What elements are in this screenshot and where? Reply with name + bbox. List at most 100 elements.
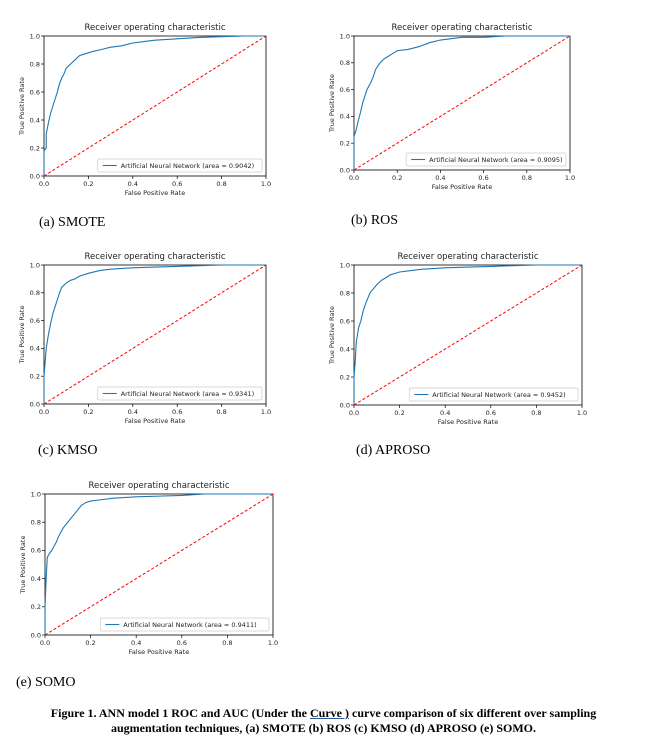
roc-panel-e: Receiver operating characteristic 0.0 0.2 0… — [16, 472, 282, 662]
y-axis-label: True Positive Rate — [19, 536, 27, 595]
x-axis-label: False Positive Rate — [432, 183, 492, 191]
chart-title: Receiver operating characteristic — [84, 252, 225, 262]
y-tick-label: 0.6 — [340, 86, 350, 94]
y-tick-label: 0.6 — [340, 317, 350, 325]
y-tick-label: 0.4 — [31, 575, 41, 583]
chart-title: Receiver operating characteristic — [391, 23, 532, 33]
caption-e: (e) SOMO — [16, 675, 76, 690]
caption-c: (c) KMSO — [38, 443, 98, 458]
x-tick-label: 0.0 — [39, 180, 49, 188]
y-tick-label: 1.0 — [30, 32, 40, 40]
chart-title: Receiver operating characteristic — [88, 481, 229, 491]
caption-a: (a) SMOTE — [39, 215, 106, 230]
plot-frame — [44, 493, 274, 636]
y-tick-label: 0.8 — [340, 289, 350, 297]
plot-frame — [43, 264, 267, 405]
y-tick-label: 0.2 — [30, 373, 40, 381]
x-tick-label: 0.8 — [531, 409, 541, 417]
x-tick-label: 0.8 — [216, 180, 226, 188]
x-tick-label: 0.4 — [440, 409, 450, 417]
chart-title: Receiver operating characteristic — [84, 23, 225, 33]
y-tick-label: 0.8 — [30, 60, 40, 68]
roc-panel-c: Receiver operating characteristic 0.0 0.2 0… — [16, 243, 276, 433]
x-axis-label: False Positive Rate — [438, 418, 498, 426]
x-tick-label: 0.4 — [128, 180, 138, 188]
y-tick-label: 1.0 — [340, 32, 350, 40]
y-tick-label: 0.0 — [31, 631, 41, 639]
y-tick-label: 0.2 — [31, 603, 41, 611]
y-axis-label: True Positive Rate — [328, 306, 336, 365]
y-tick-label: 0.8 — [30, 289, 40, 297]
chance-diagonal-line — [43, 35, 267, 177]
chance-diagonal-line — [353, 264, 583, 406]
x-tick-label: 0.2 — [394, 409, 404, 417]
x-tick-label: 1.0 — [261, 408, 271, 416]
y-tick-label: 0.4 — [30, 116, 40, 124]
y-tick-label: 0.6 — [30, 88, 40, 96]
x-tick-label: 1.0 — [261, 180, 271, 188]
roc-chart-c: Receiver operating characteristic 0.0 0.2 0… — [18, 252, 271, 425]
y-tick-label: 0.6 — [30, 317, 40, 325]
chance-diagonal-line — [353, 35, 571, 171]
legend-label: Artificial Neural Network (area = 0.9411… — [123, 621, 256, 629]
figure-caption-part2: curve comparison of six different over s… — [349, 706, 597, 720]
y-tick-label: 0.0 — [30, 400, 40, 408]
x-tick-label: 0.2 — [392, 174, 402, 182]
chance-diagonal-line — [44, 493, 274, 636]
roc-chart-e: Receiver operating characteristic 0.0 0.2 0… — [19, 481, 278, 656]
y-tick-label: 0.0 — [30, 172, 40, 180]
y-tick-label: 0.4 — [340, 113, 350, 121]
roc-chart-b: Receiver operating characteristic 0.0 0.2 0… — [328, 23, 575, 191]
legend-box — [99, 617, 270, 632]
chance-diagonal-line — [43, 264, 267, 405]
y-tick-label: 0.0 — [340, 166, 350, 174]
y-tick-label: 0.4 — [30, 345, 40, 353]
roc-chart-a: Receiver operating characteristic 0.0 0.2 0… — [18, 23, 271, 197]
x-tick-label: 1.0 — [268, 639, 278, 647]
legend-label: Artificial Neural Network (area = 0.9341… — [121, 390, 254, 398]
plot-frame — [353, 264, 583, 406]
x-tick-label: 0.0 — [40, 639, 50, 647]
legend-box — [405, 152, 567, 167]
plot-frame — [43, 35, 267, 177]
roc-chart-d: Receiver operating characteristic 0.0 0.2 0… — [328, 252, 587, 426]
y-tick-label: 0.2 — [340, 373, 350, 381]
x-tick-label: 0.0 — [349, 409, 359, 417]
x-tick-label: 0.4 — [128, 408, 138, 416]
x-axis-label: False Positive Rate — [125, 417, 185, 425]
x-tick-label: 0.2 — [83, 408, 93, 416]
x-tick-label: 1.0 — [565, 174, 575, 182]
y-axis-label: True Positive Rate — [18, 77, 26, 136]
caption-b: (b) ROS — [351, 213, 399, 228]
figure-caption-part1: Figure 1. ANN model 1 ROC and AUC (Under… — [50, 706, 311, 720]
x-tick-label: 0.4 — [435, 174, 445, 182]
y-tick-label: 1.0 — [31, 490, 41, 498]
y-tick-label: 1.0 — [340, 261, 350, 269]
x-axis-label: False Positive Rate — [129, 648, 189, 656]
chart-title: Receiver operating characteristic — [397, 252, 538, 262]
x-tick-label: 0.6 — [478, 174, 488, 182]
x-tick-label: 0.2 — [83, 180, 93, 188]
figure-caption-underlined: Curve ) — [310, 706, 350, 720]
x-tick-label: 0.6 — [486, 409, 496, 417]
caption-d: (d) APROSO — [356, 443, 431, 458]
roc-curve-line — [44, 493, 273, 635]
legend-box — [97, 158, 263, 173]
x-tick-label: 0.6 — [177, 639, 187, 647]
x-tick-label: 0.4 — [131, 639, 141, 647]
roc-panel-a: Receiver operating characteristic 0.0 0.2 0… — [16, 14, 276, 204]
y-tick-label: 0.2 — [30, 144, 40, 152]
y-tick-label: 0.6 — [31, 547, 41, 555]
figure-caption: Figure 1. ANN model 1 ROC and AUC (Under… — [0, 706, 647, 736]
x-tick-label: 0.8 — [222, 639, 232, 647]
legend-label: Artificial Neural Network (area = 0.9042… — [121, 162, 254, 170]
x-tick-label: 0.0 — [39, 408, 49, 416]
plot-frame — [353, 35, 571, 171]
legend-box — [408, 387, 579, 402]
roc-curve-line — [43, 264, 266, 404]
legend-label: Artificial Neural Network (area = 0.9095… — [429, 156, 562, 164]
legend-label: Artificial Neural Network (area = 0.9452… — [432, 391, 565, 399]
legend-box — [97, 386, 263, 401]
figure-caption-line2: augmentation techniques, (a) SMOTE (b) R… — [111, 721, 536, 735]
y-tick-label: 1.0 — [30, 261, 40, 269]
